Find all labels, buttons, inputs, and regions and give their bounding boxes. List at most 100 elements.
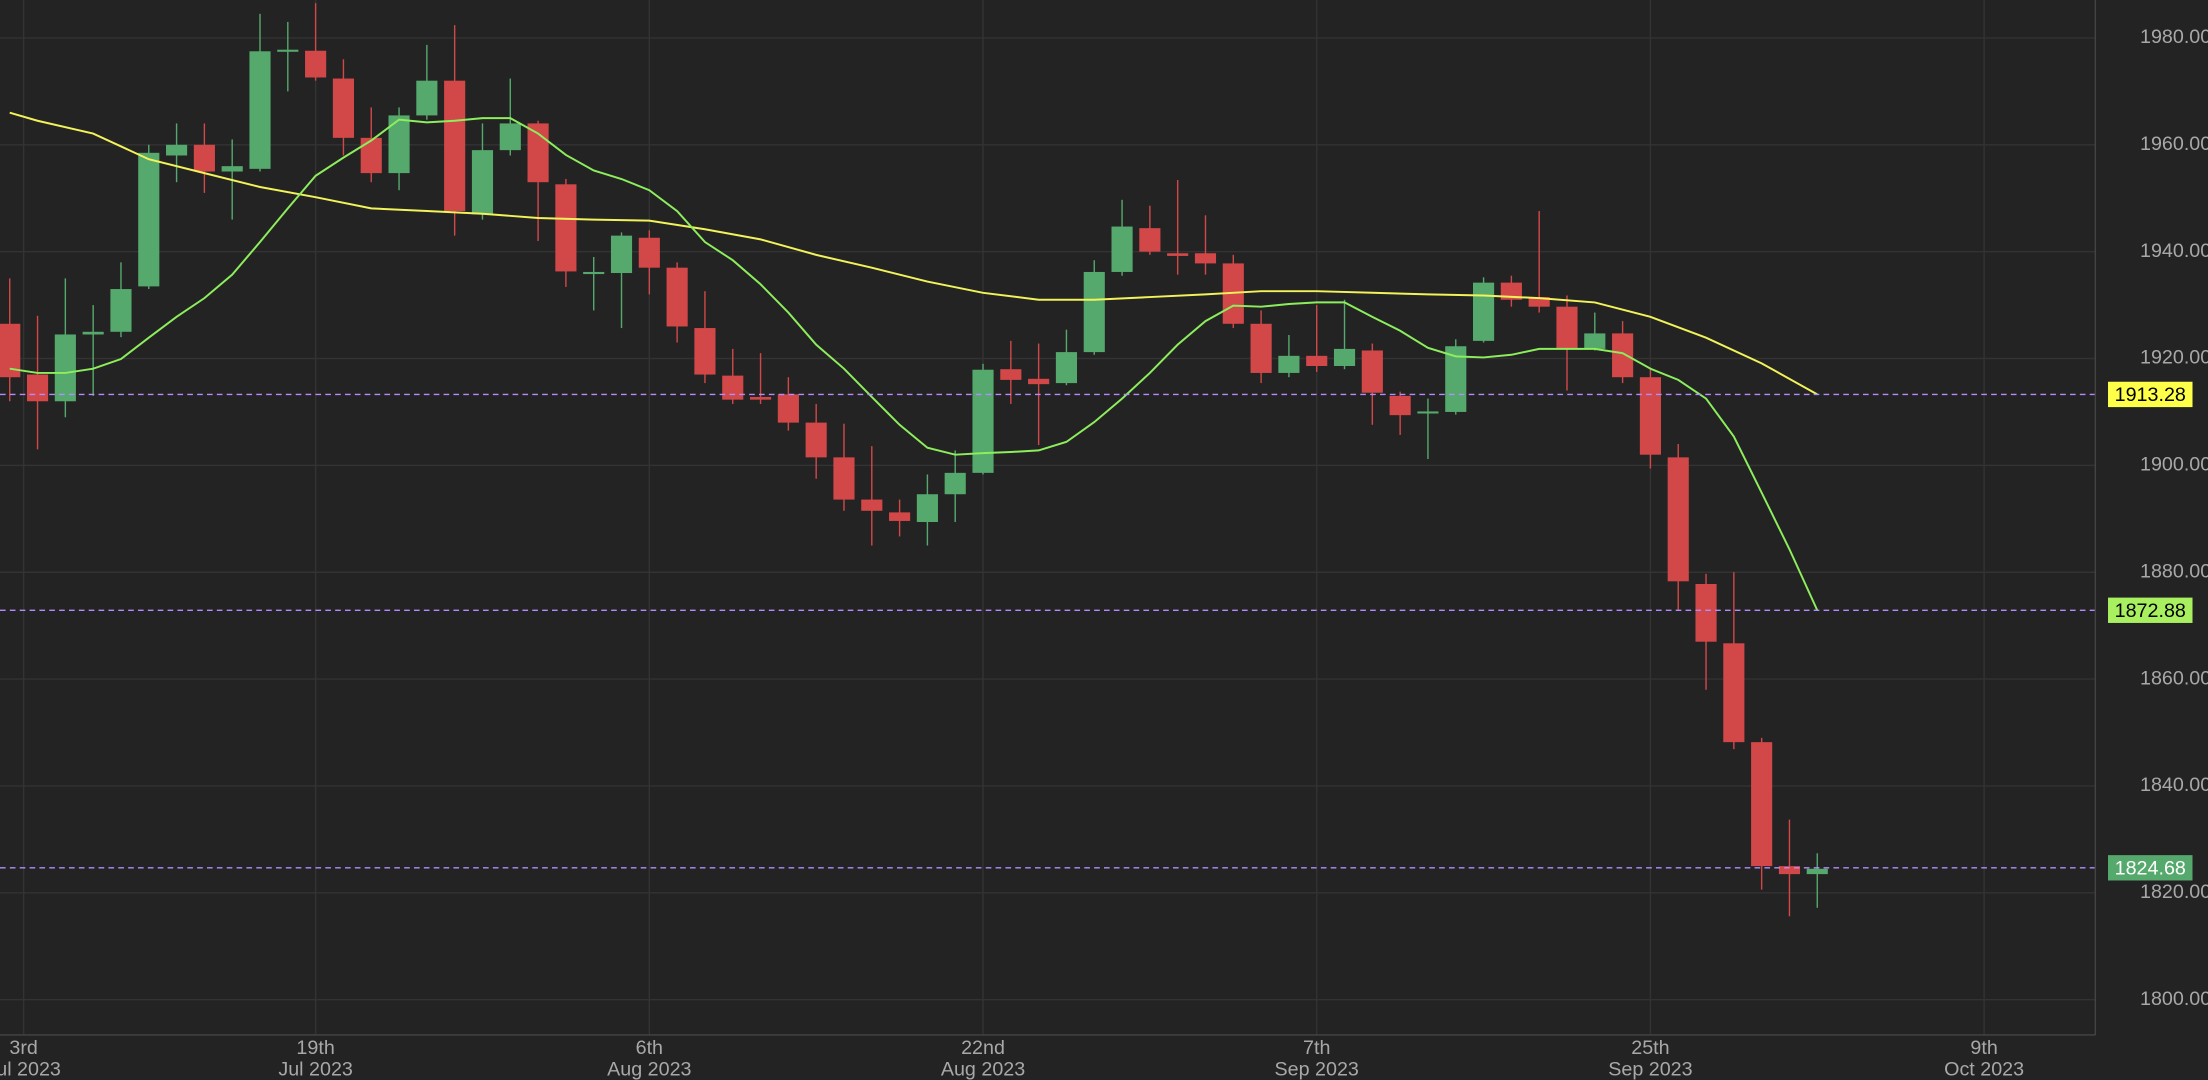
x-tick-label: 3rd <box>9 1037 37 1059</box>
candle-body <box>805 422 827 458</box>
candle-body <box>527 123 549 183</box>
candle-body <box>221 166 243 172</box>
candle-body <box>416 80 438 116</box>
axes: 1800.00 1820.00 1840.00 1860.00 1880.00 1900.… <box>0 26 2208 1080</box>
candle-body <box>1194 253 1217 264</box>
candle-body <box>138 152 160 287</box>
y-tick-label: 1980.00 <box>2140 26 2208 48</box>
y-tick-label: 1920.00 <box>2140 347 2208 369</box>
candle-body <box>1361 350 1383 393</box>
candle-body <box>166 144 188 156</box>
candle-body <box>833 457 855 500</box>
candle-body <box>861 499 883 511</box>
candle-body <box>1723 643 1745 743</box>
candle-body <box>1612 333 1634 378</box>
y-tick-label: 1840.00 <box>2140 774 2208 796</box>
candle-body <box>1250 323 1272 373</box>
y-tick-label: 1820.00 <box>2140 881 2208 903</box>
x-tick-sublabel: Aug 2023 <box>607 1058 691 1080</box>
candle-body <box>1000 369 1022 380</box>
x-tick-label: 7th <box>1303 1037 1330 1059</box>
candle-body <box>1417 411 1439 414</box>
candle-body <box>1139 228 1161 252</box>
candle-body <box>972 369 994 473</box>
candle-body <box>277 49 299 52</box>
moving-average-line <box>9 117 1819 611</box>
price-level-label: 1824.68 <box>2115 857 2186 879</box>
candle-body <box>1806 868 1828 875</box>
candle-body <box>1083 271 1105 353</box>
candle-body <box>193 144 215 172</box>
candle-body <box>305 50 327 78</box>
candle-body <box>1667 457 1689 582</box>
y-tick-label: 1800.00 <box>2140 988 2208 1010</box>
plot-area <box>0 3 2096 917</box>
price-level-badge <box>2108 597 2193 623</box>
candle-body <box>889 512 911 521</box>
candle-body <box>26 374 49 402</box>
x-tick-sublabel: Jul 2023 <box>278 1058 353 1080</box>
candle-body <box>444 80 466 212</box>
candle-body <box>1778 866 1801 875</box>
candle-body <box>583 271 605 275</box>
x-tick-label: 6th <box>636 1037 663 1059</box>
candle-body <box>666 267 688 327</box>
y-tick-label: 1860.00 <box>2140 667 2208 689</box>
candle-body <box>1167 253 1189 256</box>
candle-body <box>1584 333 1606 349</box>
candle-body <box>1556 306 1578 349</box>
x-tick-sublabel: Sep 2023 <box>1275 1058 1359 1080</box>
candle-body <box>694 328 716 375</box>
y-tick-label: 1900.00 <box>2140 454 2208 476</box>
candle-body <box>1500 282 1522 300</box>
y-tick-label: 1940.00 <box>2140 240 2208 262</box>
candle-body <box>1389 395 1411 416</box>
grid <box>0 0 2096 1035</box>
price-level-badge <box>2108 855 2193 881</box>
x-tick-label: 22nd <box>961 1037 1005 1059</box>
candle-body <box>332 78 354 138</box>
candle-body <box>0 323 21 378</box>
candle-body <box>1695 583 1717 642</box>
candle-body <box>1445 346 1467 412</box>
candle-body <box>944 472 966 495</box>
y-tick-label: 1880.00 <box>2140 560 2208 582</box>
candle-body <box>360 137 382 174</box>
candle-body <box>82 331 104 335</box>
candle-body <box>555 184 577 272</box>
candle-body <box>1055 352 1078 384</box>
moving-average-line <box>9 111 1818 396</box>
candle-body <box>1028 378 1050 385</box>
candle-body <box>916 494 938 523</box>
x-tick-sublabel: Oct 2023 <box>1944 1058 2024 1080</box>
candle-body <box>1278 355 1300 373</box>
candle-body <box>638 237 660 268</box>
candle-body <box>749 396 772 400</box>
candle-body <box>1751 742 1773 867</box>
price-level-label: 1913.28 <box>2115 384 2186 406</box>
candle-body <box>777 394 799 423</box>
candle-body <box>388 115 410 174</box>
candle-body <box>1306 355 1328 366</box>
x-tick-sublabel: Aug 2023 <box>941 1058 1025 1080</box>
x-tick-label: 19th <box>296 1037 334 1059</box>
candle-body <box>1472 282 1495 341</box>
candle-body <box>610 235 633 274</box>
price-level-badge <box>2108 381 2193 408</box>
price-level-label: 1872.88 <box>2115 600 2186 622</box>
x-tick-label: 9th <box>1970 1037 1997 1059</box>
candle-body <box>1528 297 1550 307</box>
candle-body <box>110 289 132 332</box>
candle-body <box>722 375 744 400</box>
candle-body <box>54 334 76 402</box>
candle-body <box>1111 226 1133 272</box>
candle-body <box>499 123 521 151</box>
x-tick-sublabel: Sep 2023 <box>1608 1058 1692 1080</box>
candle-body <box>471 150 494 215</box>
candle-body <box>1333 348 1356 366</box>
x-tick-sublabel: Jul 2023 <box>0 1058 61 1080</box>
candle-body <box>249 51 271 169</box>
